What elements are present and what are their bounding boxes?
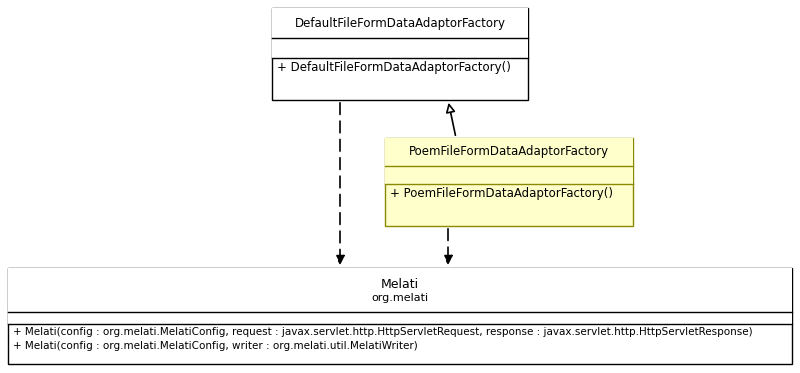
Bar [8, 312, 792, 324]
Text: + PoemFileFormDataAdaptorFactory(): + PoemFileFormDataAdaptorFactory() [390, 187, 613, 200]
Text: + Melati(config : org.melati.MelatiConfig, request : javax.servlet.http.HttpServ: + Melati(config : org.melati.MelatiConfi… [13, 327, 753, 337]
Text: + DefaultFileFormDataAdaptorFactory(): + DefaultFileFormDataAdaptorFactory() [277, 61, 511, 74]
Bar [8, 268, 792, 312]
Bar [8, 268, 792, 364]
Bar [272, 38, 528, 58]
Bar [385, 166, 633, 184]
Text: org.melati: org.melati [371, 293, 429, 303]
Text: DefaultFileFormDataAdaptorFactory: DefaultFileFormDataAdaptorFactory [294, 16, 506, 29]
Text: Melati: Melati [381, 278, 419, 291]
Bar [272, 8, 528, 100]
Bar [385, 138, 633, 166]
Bar [385, 138, 633, 226]
Text: PoemFileFormDataAdaptorFactory: PoemFileFormDataAdaptorFactory [409, 145, 609, 159]
Text: + Melati(config : org.melati.MelatiConfig, writer : org.melati.util.MelatiWriter: + Melati(config : org.melati.MelatiConfi… [13, 341, 418, 351]
Bar [272, 8, 528, 38]
